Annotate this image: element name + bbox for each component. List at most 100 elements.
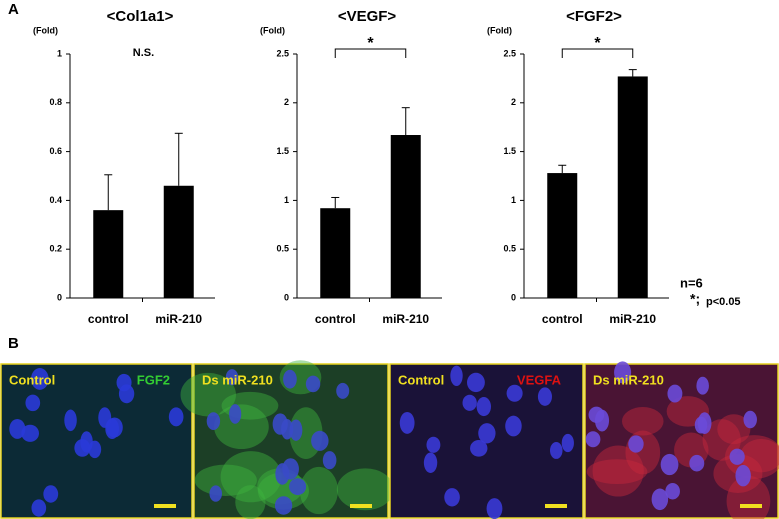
nucleus — [322, 451, 337, 470]
stain — [625, 430, 661, 475]
nucleus — [423, 452, 438, 473]
nucleus — [274, 496, 293, 515]
nucleus — [289, 419, 303, 441]
image-label: Control — [9, 372, 55, 387]
nucleus — [283, 369, 297, 389]
x-tick-label: control — [542, 312, 583, 326]
nucleus — [729, 448, 745, 465]
y-tick-label: 2 — [284, 97, 289, 107]
y-tick-label: 0.4 — [49, 195, 62, 205]
nucleus — [43, 485, 59, 503]
nucleus — [697, 412, 712, 434]
bar — [320, 208, 351, 298]
y-tick-label: 0.5 — [276, 244, 289, 254]
image-marker: FGF2 — [137, 372, 170, 387]
nucleus — [470, 440, 488, 457]
annotation: N.S. — [133, 47, 154, 59]
nucleus — [660, 453, 679, 476]
nucleus — [21, 424, 40, 442]
nucleus — [118, 384, 135, 404]
y-tick-label: 0.5 — [503, 244, 516, 254]
nucleus — [476, 397, 492, 417]
y-tick-label: 1 — [511, 195, 516, 205]
y-tick-label: 1.5 — [503, 146, 516, 156]
nucleus — [486, 498, 503, 519]
stain — [235, 485, 266, 519]
bracket — [334, 48, 407, 58]
stain — [214, 404, 269, 450]
nucleus — [561, 433, 574, 453]
nucleus — [225, 369, 239, 386]
scale-bar — [154, 504, 176, 508]
significance: * — [594, 35, 601, 52]
nucleus — [289, 478, 307, 496]
nucleus — [311, 430, 329, 451]
bar — [93, 210, 124, 298]
scale-bar — [545, 504, 567, 508]
y-tick-label: 1.5 — [276, 146, 289, 156]
nucleus — [336, 382, 350, 399]
bar — [547, 173, 578, 298]
nucleus — [305, 375, 321, 393]
y-tick-label: 0 — [511, 292, 516, 302]
chart-title: <VEGF> — [338, 8, 397, 25]
nucleus — [696, 376, 709, 395]
y-tick-label: 0 — [284, 292, 289, 302]
nucleus — [31, 368, 49, 390]
nucleus — [588, 406, 605, 423]
stain — [621, 407, 664, 436]
stain — [336, 468, 394, 511]
y-tick-label: 0.8 — [49, 97, 62, 107]
y-unit: (Fold) — [33, 25, 58, 35]
nucleus — [585, 431, 601, 448]
nucleus — [478, 423, 496, 444]
stain — [194, 464, 257, 496]
panel-label: B — [8, 335, 19, 352]
nucleus — [399, 411, 415, 434]
sig-marker: *; — [690, 291, 700, 307]
image-label: Ds miR-210 — [593, 372, 664, 387]
x-tick-label: control — [88, 312, 129, 326]
x-tick-label: control — [315, 312, 356, 326]
panel-label: A — [8, 1, 19, 18]
nucleus — [272, 413, 288, 435]
image-marker: VEGFA — [517, 372, 562, 387]
nucleus — [467, 372, 485, 393]
y-unit: (Fold) — [260, 25, 285, 35]
nucleus — [735, 464, 751, 487]
bar — [617, 76, 648, 298]
x-tick-label: miR-210 — [382, 312, 429, 326]
nucleus — [206, 412, 221, 430]
nucleus — [614, 361, 632, 384]
chart-title: <Col1a1> — [107, 8, 174, 25]
nucleus — [628, 435, 644, 453]
nucleus — [537, 387, 552, 406]
nucleus — [667, 384, 683, 403]
stain — [586, 459, 648, 485]
nucleus — [106, 417, 123, 438]
scale-bar — [740, 504, 762, 508]
nucleus — [229, 404, 242, 424]
significance: * — [367, 35, 374, 52]
nucleus — [168, 407, 184, 427]
scale-bar — [350, 504, 372, 508]
nucleus — [282, 458, 299, 480]
stain — [717, 414, 751, 445]
nucleus — [743, 410, 757, 429]
nucleus — [450, 365, 463, 387]
stain — [592, 445, 644, 497]
y-tick-label: 1 — [284, 195, 289, 205]
y-tick-label: 0.6 — [49, 146, 62, 156]
bar — [390, 135, 421, 298]
image-label: Control — [398, 372, 444, 387]
y-tick-label: 2 — [511, 97, 516, 107]
nucleus — [651, 488, 669, 511]
stain — [180, 372, 236, 417]
sig-note: p<0.05 — [706, 296, 741, 308]
stain — [702, 419, 741, 461]
nucleus — [444, 488, 460, 507]
nucleus — [505, 415, 522, 437]
nucleus — [426, 436, 441, 453]
nucleus — [462, 394, 477, 411]
nucleus — [550, 441, 563, 459]
